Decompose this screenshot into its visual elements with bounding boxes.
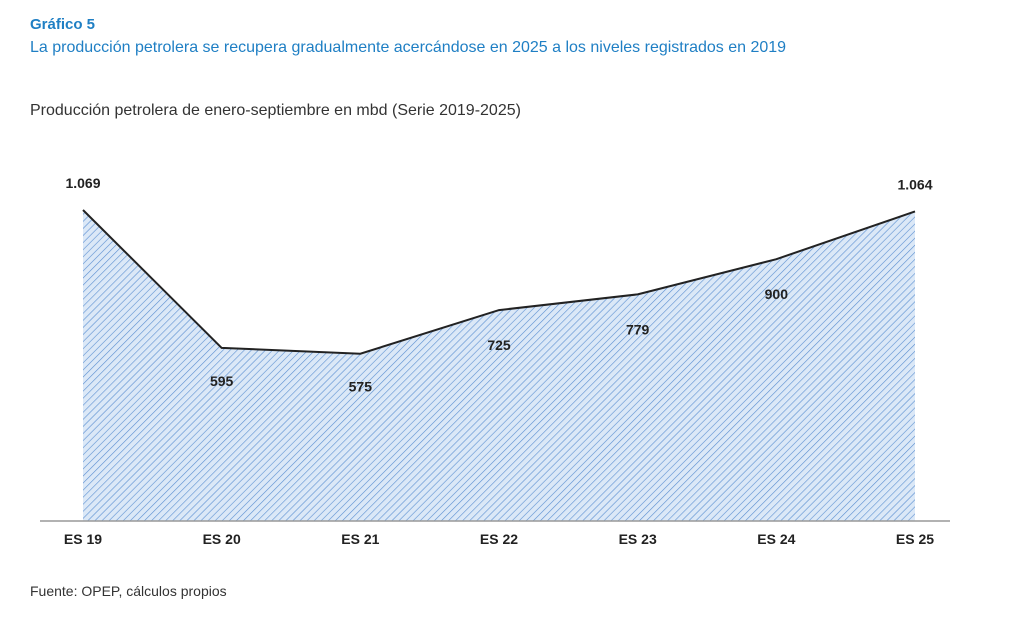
data-label: 575 xyxy=(349,379,373,395)
source-note: Fuente: OPEP, cálculos propios xyxy=(30,583,227,599)
data-label: 1.069 xyxy=(65,175,100,191)
data-label: 779 xyxy=(626,321,650,337)
x-tick-label: ES 23 xyxy=(619,531,657,547)
x-tick-label: ES 24 xyxy=(757,531,795,547)
data-label: 900 xyxy=(765,286,789,302)
data-label: 595 xyxy=(210,373,234,389)
data-labels: 1.069 595 575 725 779 900 1.064 xyxy=(65,175,932,395)
x-tick-label: ES 22 xyxy=(480,531,518,547)
x-tick-label: ES 20 xyxy=(203,531,241,547)
series-line xyxy=(82,209,916,355)
chart-title: Producción petrolera de enero-septiembre… xyxy=(30,102,521,119)
data-label: 725 xyxy=(487,337,511,353)
figure-label: Gráfico 5 xyxy=(30,16,96,33)
data-label: 1.064 xyxy=(897,176,932,192)
area-fill xyxy=(83,210,915,521)
x-tick-label: ES 21 xyxy=(341,531,379,547)
x-tick-label: ES 25 xyxy=(896,531,934,547)
x-tick-label: ES 19 xyxy=(64,531,102,547)
x-axis-ticks: ES 19 ES 20 ES 21 ES 22 ES 23 ES 24 ES 25 xyxy=(64,531,934,547)
figure-subtitle: La producción petrolera se recupera grad… xyxy=(30,39,787,56)
